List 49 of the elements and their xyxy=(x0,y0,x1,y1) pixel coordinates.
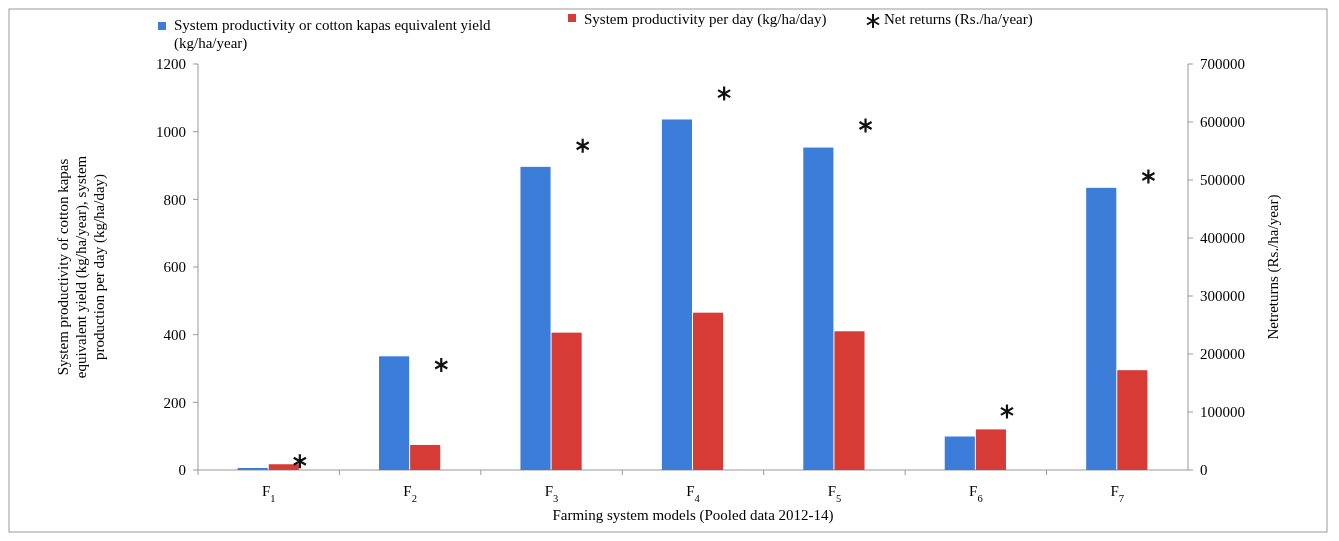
x-tick-label: F$_{6}$ xyxy=(969,483,983,504)
point xyxy=(292,453,307,470)
y2-tick-label: 600000 xyxy=(1200,114,1245,131)
bar xyxy=(661,119,692,470)
y-tick-label: 800 xyxy=(163,191,186,208)
y-tick-label: 400 xyxy=(163,326,186,343)
point xyxy=(434,356,449,374)
legend-label: Net returns (Rs./ha/year) xyxy=(884,11,1033,28)
x-tick-label: F$_{1}$ xyxy=(261,483,276,504)
y2-tick-label: 200000 xyxy=(1200,346,1245,363)
bar xyxy=(975,429,1006,470)
y2-axis-title: Netreturns (Rs./ha/year) xyxy=(1265,194,1282,340)
y-tick-label: 1200 xyxy=(156,56,186,73)
y2-tick-label: 300000 xyxy=(1200,288,1245,305)
bar xyxy=(410,444,441,470)
bar xyxy=(268,464,299,470)
point xyxy=(575,137,590,154)
y2-tick-label: 400000 xyxy=(1200,230,1245,247)
x-tick-label: F$_{5}$ xyxy=(827,483,842,504)
y-axis-title: System productivity of cotton kapas equivalent yield (kg/ha/year), system production per day (kg/ha/day) xyxy=(55,155,108,379)
x-tick-label: F$_{4}$ xyxy=(686,483,701,504)
bar xyxy=(1086,187,1117,470)
y-tick-label: 1000 xyxy=(156,123,186,140)
bar xyxy=(803,147,834,470)
y-tick-label: 0 xyxy=(178,462,186,479)
y2-tick-label: 700000 xyxy=(1200,56,1245,73)
point xyxy=(858,117,873,134)
point xyxy=(716,85,732,102)
y-tick-label: 600 xyxy=(163,259,186,276)
legend-label: System productivity per day (kg/ha/day) xyxy=(584,11,827,28)
y2-tick-label: 100000 xyxy=(1200,404,1245,421)
bar xyxy=(693,312,724,470)
x-tick-label: F$_{3}$ xyxy=(544,483,559,504)
y-tick-label: 200 xyxy=(163,394,186,411)
legend-label: System productivity or cotton kapas equivalent yield (kg/ha/year) xyxy=(174,17,492,52)
x-axis-title: Farming system models (Pooled data 2012-14) xyxy=(552,507,834,524)
bar xyxy=(944,436,975,470)
bar xyxy=(379,356,410,470)
bar xyxy=(520,166,551,470)
y2-tick-label: 0 xyxy=(1200,462,1208,479)
y2-tick-label: 500000 xyxy=(1200,172,1245,189)
bar xyxy=(551,332,582,470)
x-tick-label: F$_{7}$ xyxy=(1110,483,1125,504)
point xyxy=(1141,168,1156,185)
point xyxy=(999,403,1015,420)
bar xyxy=(237,467,268,470)
x-tick-label: F$_{2}$ xyxy=(403,483,417,504)
bar xyxy=(834,331,865,470)
bar xyxy=(1117,370,1148,470)
